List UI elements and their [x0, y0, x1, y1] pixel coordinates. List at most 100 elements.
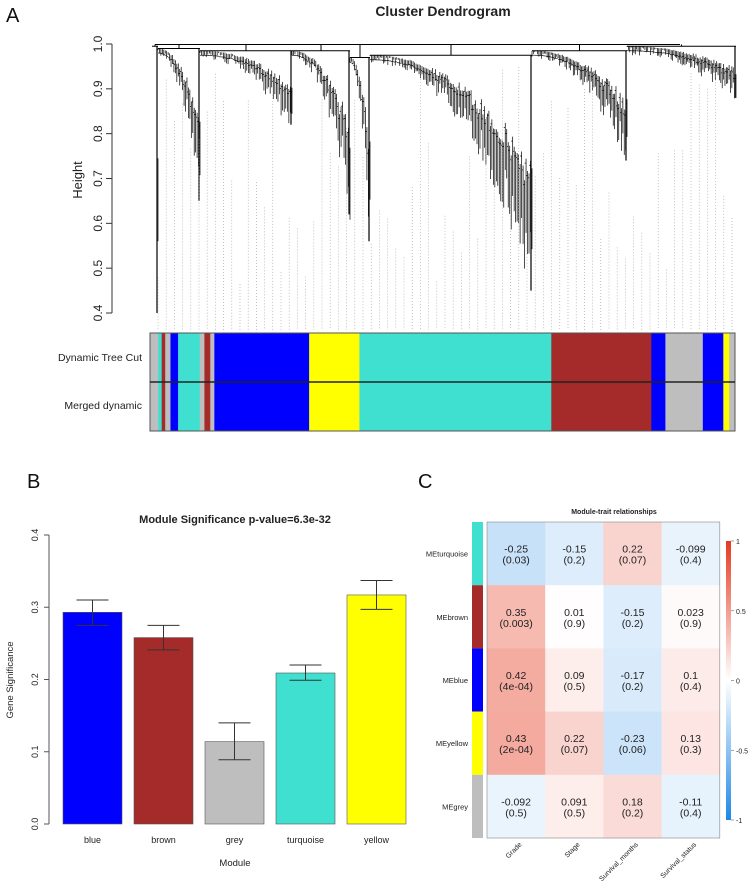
- cell-pvalue: (0.5): [564, 681, 586, 693]
- module-color-segment-grey: [729, 382, 736, 431]
- row-label-MEyellow: MEyellow: [436, 739, 469, 748]
- legend-tick-label: -0.5: [736, 748, 748, 755]
- row-label-MEblue: MEblue: [443, 676, 468, 685]
- column-label-Grade: Grade: [505, 841, 524, 860]
- cell-value: 0.43: [506, 733, 527, 745]
- module-color-segment-brown: [204, 382, 211, 431]
- cell-value: -0.15: [621, 607, 645, 619]
- module-color-segment-grey: [679, 382, 685, 431]
- cell-pvalue: (0.3): [680, 744, 702, 756]
- heatmap-cell: [487, 774, 546, 839]
- cell-value: -0.15: [562, 544, 586, 556]
- panel-label-b: B: [27, 471, 40, 493]
- row-color-MEturquoise: [472, 522, 483, 586]
- cell-value: -0.099: [676, 544, 706, 556]
- colorscale-legend: [726, 541, 731, 820]
- cell-value: 0.18: [622, 796, 643, 808]
- y-tick-label: 0.1: [30, 745, 40, 758]
- module-color-segment-blue: [170, 382, 179, 431]
- module-color-bars: [149, 332, 736, 432]
- cell-pvalue: (0.5): [505, 807, 527, 819]
- color-row-label-merged-dynamic: Merged dynamic: [64, 400, 142, 412]
- y-tick-label: 0.8: [91, 125, 105, 142]
- heatmap-cell: [545, 585, 604, 649]
- heatmap-cell: [545, 522, 604, 586]
- row-color-MEblue: [472, 648, 483, 712]
- cell-pvalue: (0.4): [680, 555, 702, 567]
- cell-value: 0.023: [678, 607, 704, 619]
- heatmap-cell: [545, 648, 604, 712]
- heatmap-cell: [661, 774, 721, 839]
- cell-pvalue: (0.06): [619, 744, 646, 756]
- dendrogram-cluster: [369, 44, 533, 291]
- y-tick-label: 0.4: [30, 529, 40, 542]
- module-color-segment-blue: [702, 333, 708, 382]
- cell-value: -0.092: [501, 796, 531, 808]
- heatmap-cell: [661, 648, 721, 712]
- module-color-segment-grey: [693, 382, 699, 431]
- module-color-segment-blue: [170, 333, 179, 382]
- y-tick-label: 0.6: [91, 215, 105, 232]
- cell-pvalue: (0.9): [564, 618, 586, 630]
- bar-chart-ylabel: Gene Significance: [5, 641, 16, 718]
- module-color-segment-grey: [729, 333, 736, 382]
- module-color-segment-grey: [698, 333, 704, 382]
- bar-yellow: [346, 594, 407, 825]
- module-color-segment-brown: [551, 333, 652, 382]
- module-color-segment-turquoise: [178, 382, 201, 431]
- dendrogram-cluster: [157, 44, 201, 201]
- column-label-Survival_status: Survival_status: [660, 841, 699, 880]
- cell-pvalue: (2e-04): [499, 744, 533, 756]
- heatmap-cell: [661, 522, 721, 586]
- cell-value: 0.09: [564, 670, 585, 682]
- module-color-segment-grey: [698, 382, 704, 431]
- cell-value: 0.35: [506, 607, 527, 619]
- row-color-MEgrey: [472, 774, 483, 838]
- cell-pvalue: (0.2): [622, 618, 644, 630]
- bar-brown: [133, 637, 194, 825]
- bar-chart-title: Module Significance p-value=6.3e-32: [139, 514, 331, 526]
- cell-pvalue: (0.5): [564, 807, 586, 819]
- heatmap-cell: [545, 774, 604, 839]
- module-color-segment-blue: [707, 382, 713, 431]
- cell-value: -0.17: [621, 670, 645, 682]
- module-color-segment-grey: [165, 333, 171, 382]
- module-color-segment-blue: [214, 333, 310, 382]
- x-tick-label-blue: blue: [84, 835, 101, 845]
- module-color-segment-blue: [651, 333, 657, 382]
- cell-pvalue: (0.2): [622, 807, 644, 819]
- y-tick-label: 0.7: [91, 170, 105, 187]
- module-color-segment-grey: [165, 382, 171, 431]
- y-tick-label: 0.3: [30, 601, 40, 614]
- cell-value: 0.01: [564, 607, 585, 619]
- heatmap-cell: [545, 711, 604, 776]
- module-color-segment-yellow: [723, 382, 730, 431]
- heatmap-cell: [603, 711, 662, 776]
- y-tick-label: 1.0: [91, 35, 105, 52]
- heatmap-cell: [603, 522, 662, 586]
- module-color-segment-grey: [684, 333, 690, 382]
- cell-pvalue: (0.4): [680, 681, 702, 693]
- dendrogram-cluster: [531, 44, 628, 161]
- y-tick-label: 0.0: [30, 818, 40, 831]
- module-color-segment-grey: [199, 382, 205, 431]
- heatmap-title: Module-trait relationships: [571, 509, 657, 516]
- module-color-segment-grey: [199, 333, 205, 382]
- cell-pvalue: (0.07): [619, 555, 646, 567]
- cell-value: 0.091: [561, 796, 587, 808]
- heatmap-cell: [487, 585, 546, 649]
- cell-pvalue: (0.003): [499, 618, 532, 630]
- dendrogram-ylabel: Height: [70, 161, 85, 199]
- dendrogram-tree: [152, 43, 737, 330]
- module-color-segment-grey: [665, 382, 671, 431]
- module-color-segment-grey: [679, 333, 685, 382]
- module-color-segment-turquoise: [359, 382, 552, 431]
- x-tick-label-yellow: yellow: [364, 835, 390, 845]
- module-color-segment-brown: [551, 382, 652, 431]
- module-color-segment-grey: [693, 333, 699, 382]
- heatmap-cell: [603, 585, 662, 649]
- row-color-MEyellow: [472, 711, 483, 775]
- heatmap-cell: [487, 522, 546, 586]
- module-color-segment-blue: [660, 382, 666, 431]
- color-row-label-dynamic-tree-cut: Dynamic Tree Cut: [58, 352, 142, 364]
